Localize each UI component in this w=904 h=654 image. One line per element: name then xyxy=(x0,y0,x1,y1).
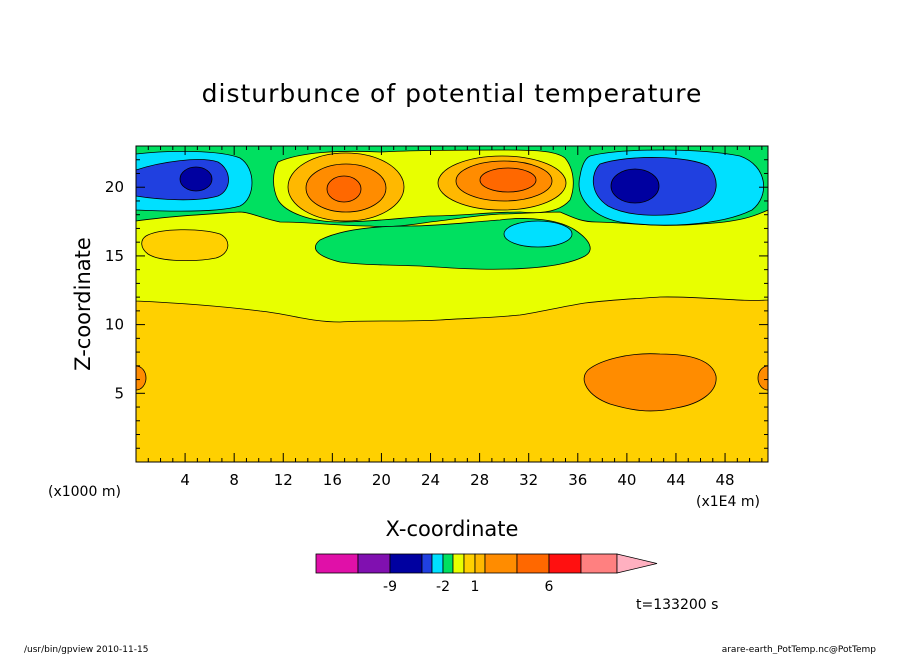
colorbar-swatch xyxy=(442,553,454,574)
colorbar-swatch xyxy=(389,553,423,574)
x-tick-label: 12 xyxy=(274,471,293,489)
colorbar-swatch xyxy=(315,553,359,574)
colorbar-swatch xyxy=(580,553,618,574)
contour-cold-left-core xyxy=(179,166,213,192)
contour-warm-30-core xyxy=(479,167,537,193)
y-axis-label: Z-coordinate xyxy=(71,237,95,371)
colorbar-label: -9 xyxy=(383,579,397,595)
plot-area xyxy=(136,146,768,462)
y-tick-label: 15 xyxy=(105,247,124,265)
chart-title: disturbunce of potential temperature xyxy=(202,79,703,108)
colorbar-swatch xyxy=(452,553,465,574)
colorbar-swatch xyxy=(548,553,582,574)
colorbar-label: 1 xyxy=(471,579,480,595)
contour-edge-left xyxy=(136,365,147,391)
x-tick-label: 16 xyxy=(323,471,342,489)
x-tick-label: 48 xyxy=(716,471,735,489)
program-label: /usr/bin/gpview 2010-11-15 xyxy=(24,645,148,654)
contour-warm-16-core xyxy=(326,175,362,203)
x-tick-label: 36 xyxy=(568,471,587,489)
x-tick-label: 44 xyxy=(666,471,685,489)
colorbar-swatch xyxy=(357,553,391,574)
colorbar-swatch xyxy=(484,553,518,574)
source-label: arare-earth_PotTemp.nc@PotTemp xyxy=(722,645,877,654)
x-tick-label: 40 xyxy=(617,471,636,489)
contour-cold-right-core xyxy=(610,168,660,204)
x-tick-label: 8 xyxy=(229,471,239,489)
x-tick-label: 32 xyxy=(519,471,538,489)
y-tick-label: 5 xyxy=(114,384,124,402)
colorbar-arrow xyxy=(616,553,658,574)
contour-warm-left-blob xyxy=(141,229,229,262)
colorbar-swatch xyxy=(474,553,486,574)
x-tick-label: 24 xyxy=(421,471,440,489)
y-tick-label: 10 xyxy=(105,316,124,334)
contour-edge-right xyxy=(757,365,768,391)
x-unit-label-right: (x1E4 m) xyxy=(696,494,760,510)
x-tick-label: 28 xyxy=(470,471,489,489)
time-label: t=133200 s xyxy=(636,597,718,613)
colorbar: -9 -2 1 6 xyxy=(315,553,658,595)
colorbar-label: 6 xyxy=(545,579,554,595)
x-unit-label: (x1000 m) xyxy=(48,484,121,500)
colorbar-label: -2 xyxy=(436,579,450,595)
x-tick-label: 20 xyxy=(372,471,391,489)
colorbar-swatch xyxy=(516,553,550,574)
colorbar-swatch xyxy=(431,553,444,574)
contour-warm-lower-blob xyxy=(583,353,717,412)
x-tick-label: 4 xyxy=(180,471,190,489)
colorbar-swatch xyxy=(463,553,476,574)
contour-cold-mid-blob xyxy=(503,220,573,248)
y-tick-label: 20 xyxy=(105,178,124,196)
colorbar-swatch xyxy=(421,553,433,574)
plot-frame xyxy=(135,145,769,463)
x-axis-label: X-coordinate xyxy=(386,517,519,541)
